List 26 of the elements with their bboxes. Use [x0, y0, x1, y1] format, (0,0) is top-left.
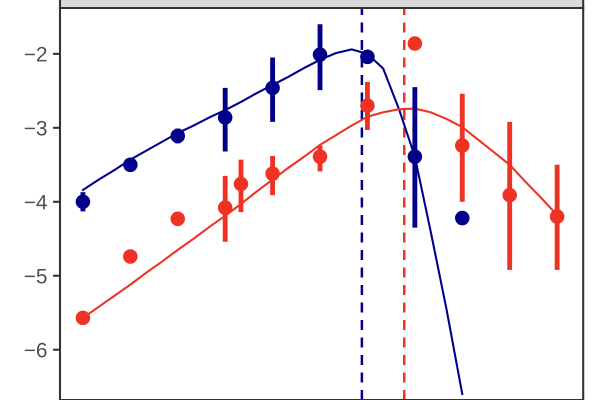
y-tick-label: −6: [24, 342, 47, 358]
point: [408, 36, 422, 51]
point: [454, 210, 470, 226]
point: [123, 158, 138, 172]
point: [312, 149, 328, 164]
point: [170, 128, 186, 144]
point: [218, 200, 232, 215]
point: [265, 80, 280, 96]
point: [408, 149, 422, 164]
point: [502, 188, 517, 202]
y-tick-label: −4: [24, 194, 47, 210]
y-tick-label: −5: [24, 268, 47, 284]
point: [265, 166, 280, 181]
point: [170, 212, 186, 226]
point: [123, 249, 138, 264]
point: [360, 50, 375, 64]
point: [234, 176, 248, 192]
point: [312, 47, 328, 62]
point: [454, 138, 470, 153]
point: [76, 310, 90, 326]
point: [218, 110, 232, 125]
point: [550, 209, 564, 224]
point: [360, 98, 375, 113]
y-tick-label: −2: [24, 46, 46, 62]
point: [76, 194, 90, 210]
y-tick-label: −3: [24, 120, 47, 136]
